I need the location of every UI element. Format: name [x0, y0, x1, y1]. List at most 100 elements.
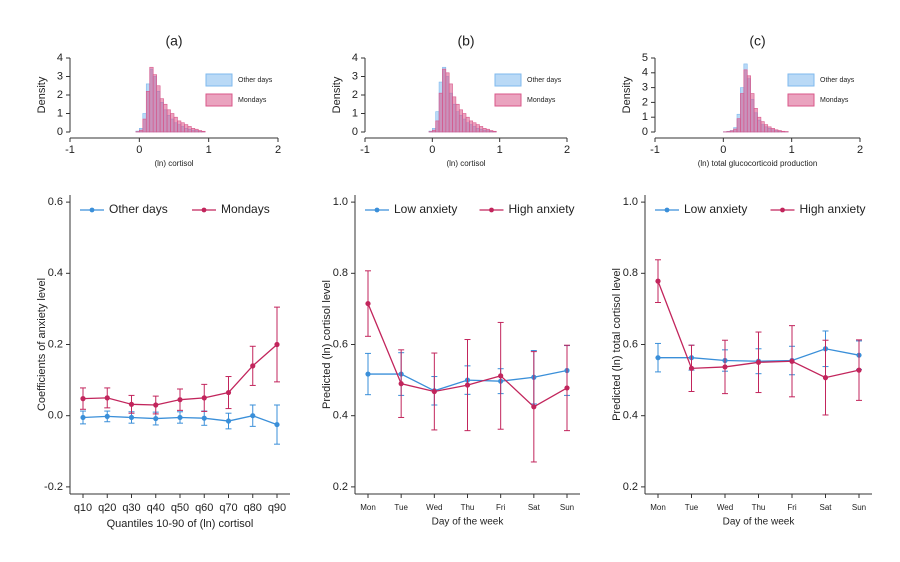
y-tick-label: 1 [642, 111, 648, 123]
y-tick-label: 0.4 [623, 410, 638, 422]
histogram-bar [438, 92, 443, 133]
histogram-bar [201, 130, 206, 133]
legend-label: Other days [527, 77, 562, 84]
histogram-bar [152, 74, 157, 133]
histogram-bar [492, 130, 497, 133]
point [80, 414, 86, 421]
y-axis-label: Density [331, 76, 343, 113]
x-tick-label: 0 [720, 144, 726, 156]
x-tick-label: q30 [122, 502, 140, 514]
x-tick-label: 0 [136, 144, 142, 156]
y-tick-label: 0.8 [623, 267, 638, 279]
histogram-bar [465, 116, 470, 133]
y-tick-label: 4 [642, 67, 648, 79]
legend-marker [89, 207, 95, 213]
histogram-bar [475, 124, 480, 133]
y-tick-label: 1.0 [623, 196, 638, 208]
histogram-bar [482, 128, 487, 133]
histogram-bar [753, 108, 758, 133]
x-tick-label: 0 [429, 144, 435, 156]
histogram-bar [139, 129, 144, 133]
histogram-bar [740, 93, 745, 133]
x-tick-label: -1 [650, 144, 660, 156]
point [153, 415, 159, 422]
histogram-bar [180, 122, 185, 133]
point [655, 355, 661, 361]
x-tick-label: q40 [147, 502, 165, 514]
x-axis-label: (ln) cortisol [154, 159, 193, 168]
x-tick-label: Mon [650, 503, 666, 512]
point [688, 365, 695, 371]
histogram-bar [142, 118, 147, 133]
x-tick-label: q90 [268, 502, 286, 514]
x-tick-label: Mon [360, 503, 376, 512]
y-tick-label: 1 [352, 107, 358, 119]
histogram-bar [432, 129, 437, 133]
legend-label: High anxiety [800, 202, 866, 216]
histogram-bar [191, 128, 196, 133]
y-tick-label: 0.8 [333, 267, 348, 279]
y-tick-label: 4 [352, 52, 358, 64]
y-tick-label: 0.2 [623, 481, 638, 493]
histogram-bar [757, 116, 762, 133]
x-axis-label: (ln) cortisol [446, 159, 485, 168]
legend-swatch [787, 73, 815, 87]
legend-swatch [205, 93, 233, 107]
x-tick-label: Sat [528, 503, 541, 512]
histogram-bar [777, 130, 782, 133]
histogram-bar [197, 130, 203, 133]
x-tick-label: Wed [426, 503, 442, 512]
y-tick-label: 0.0 [48, 410, 63, 422]
y-tick-label: 3 [57, 70, 63, 82]
point [225, 418, 232, 424]
y-axis-label: Density [621, 76, 633, 113]
point [365, 300, 371, 307]
histogram-bar [166, 109, 171, 133]
histogram-bar [746, 75, 751, 133]
histogram-bar [173, 116, 178, 133]
histogram-bar [149, 66, 154, 133]
point [822, 375, 829, 381]
x-tick-label: Fri [787, 503, 797, 512]
y-tick-label: 3 [352, 70, 358, 82]
y-tick-label: 5 [642, 52, 648, 64]
x-tick-label: Sun [560, 503, 574, 512]
legend-label: Low anxiety [394, 202, 457, 216]
legend-label: Low anxiety [684, 202, 747, 216]
histogram-bar [170, 113, 175, 133]
histogram-bar [733, 128, 738, 133]
x-tick-label: Fri [496, 503, 506, 512]
x-tick-label: Tue [685, 503, 699, 512]
x-tick-label: 1 [789, 144, 795, 156]
x-tick-label: 2 [275, 144, 281, 156]
x-tick-label: Tue [394, 503, 408, 512]
x-axis-label: Day of the week [723, 517, 796, 528]
point [177, 397, 183, 403]
legend-marker [374, 207, 380, 213]
histogram-bar [469, 120, 474, 133]
histogram-bar [764, 124, 769, 133]
x-tick-label: q80 [244, 502, 262, 514]
legend-label: High anxiety [509, 202, 575, 216]
histogram-bar [184, 124, 189, 133]
legend-swatch [494, 93, 522, 107]
y-tick-label: 0.2 [333, 481, 348, 493]
y-tick-label: 0.6 [48, 196, 63, 208]
legend-marker [489, 207, 494, 213]
histogram-bar [159, 98, 164, 133]
y-tick-label: 0 [352, 126, 358, 138]
legend-marker [780, 207, 785, 213]
y-tick-label: 0.4 [48, 267, 63, 279]
point [128, 401, 135, 407]
legend-label: Other days [109, 202, 168, 216]
point [498, 373, 504, 379]
histogram-bar [770, 128, 775, 133]
y-tick-label: 3 [642, 82, 648, 94]
legend-swatch [205, 73, 233, 87]
histogram-bar [442, 68, 447, 133]
x-tick-label: q20 [98, 502, 116, 514]
histogram-bar [479, 126, 484, 133]
legend-label: Mondays [238, 97, 267, 104]
point [201, 395, 207, 401]
